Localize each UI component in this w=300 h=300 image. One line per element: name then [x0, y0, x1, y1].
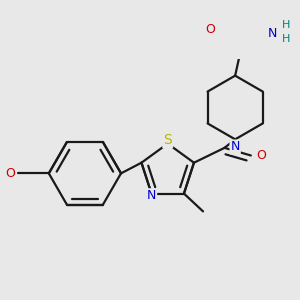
Text: O: O — [5, 167, 15, 180]
Text: N: N — [230, 140, 240, 154]
Text: O: O — [256, 149, 266, 162]
Text: H: H — [281, 34, 290, 44]
Text: N: N — [268, 27, 277, 40]
Text: O: O — [205, 23, 215, 36]
Text: S: S — [163, 133, 172, 147]
Text: H: H — [281, 20, 290, 30]
Text: N: N — [147, 189, 156, 202]
